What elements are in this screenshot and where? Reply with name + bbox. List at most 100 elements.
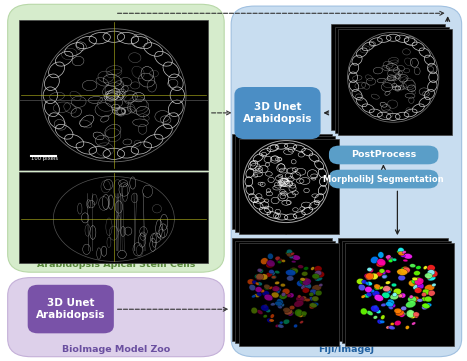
Ellipse shape bbox=[291, 268, 298, 274]
Ellipse shape bbox=[413, 284, 420, 290]
Ellipse shape bbox=[252, 280, 257, 284]
Ellipse shape bbox=[300, 321, 304, 324]
Ellipse shape bbox=[312, 296, 319, 301]
Ellipse shape bbox=[297, 265, 304, 269]
Ellipse shape bbox=[361, 308, 367, 315]
Bar bbox=[331, 24, 446, 130]
Ellipse shape bbox=[278, 324, 282, 327]
Text: Fiji/ImageJ: Fiji/ImageJ bbox=[318, 345, 374, 354]
Ellipse shape bbox=[251, 307, 257, 314]
Ellipse shape bbox=[429, 270, 438, 277]
Ellipse shape bbox=[403, 253, 412, 259]
Ellipse shape bbox=[389, 326, 395, 330]
Ellipse shape bbox=[289, 293, 294, 298]
Ellipse shape bbox=[399, 313, 405, 317]
Ellipse shape bbox=[390, 322, 394, 326]
Ellipse shape bbox=[260, 274, 268, 280]
Ellipse shape bbox=[302, 288, 310, 293]
Ellipse shape bbox=[422, 297, 427, 301]
Ellipse shape bbox=[268, 253, 273, 259]
Ellipse shape bbox=[257, 292, 262, 296]
Ellipse shape bbox=[280, 283, 285, 287]
Ellipse shape bbox=[309, 304, 316, 309]
FancyBboxPatch shape bbox=[231, 6, 462, 357]
Ellipse shape bbox=[409, 280, 417, 287]
Ellipse shape bbox=[310, 289, 317, 295]
Ellipse shape bbox=[262, 291, 269, 296]
Ellipse shape bbox=[311, 303, 319, 306]
Ellipse shape bbox=[297, 295, 301, 298]
Ellipse shape bbox=[288, 312, 293, 316]
Ellipse shape bbox=[389, 257, 394, 262]
Ellipse shape bbox=[428, 290, 435, 296]
Ellipse shape bbox=[287, 276, 294, 281]
Ellipse shape bbox=[256, 274, 264, 280]
Ellipse shape bbox=[300, 296, 307, 301]
Ellipse shape bbox=[282, 260, 285, 262]
Ellipse shape bbox=[371, 305, 379, 312]
Ellipse shape bbox=[366, 292, 372, 297]
Ellipse shape bbox=[312, 296, 318, 300]
Ellipse shape bbox=[370, 273, 378, 280]
Ellipse shape bbox=[270, 314, 274, 318]
Ellipse shape bbox=[272, 286, 280, 292]
Ellipse shape bbox=[296, 296, 304, 302]
Ellipse shape bbox=[267, 260, 275, 267]
Ellipse shape bbox=[423, 289, 430, 295]
Ellipse shape bbox=[276, 290, 280, 293]
Ellipse shape bbox=[414, 271, 420, 275]
Text: 100 pixels: 100 pixels bbox=[31, 156, 58, 161]
Ellipse shape bbox=[304, 267, 309, 270]
Ellipse shape bbox=[388, 259, 393, 262]
Ellipse shape bbox=[424, 303, 427, 306]
Ellipse shape bbox=[379, 286, 383, 290]
Ellipse shape bbox=[309, 297, 314, 301]
Ellipse shape bbox=[282, 288, 290, 295]
Ellipse shape bbox=[427, 276, 436, 281]
Ellipse shape bbox=[264, 285, 270, 290]
Ellipse shape bbox=[382, 275, 387, 279]
Ellipse shape bbox=[405, 326, 410, 329]
Ellipse shape bbox=[305, 283, 311, 289]
Ellipse shape bbox=[297, 280, 305, 287]
Ellipse shape bbox=[415, 278, 424, 285]
Ellipse shape bbox=[398, 251, 404, 256]
Ellipse shape bbox=[378, 252, 384, 258]
Ellipse shape bbox=[255, 294, 260, 297]
Ellipse shape bbox=[376, 272, 383, 277]
Ellipse shape bbox=[423, 266, 427, 270]
Ellipse shape bbox=[387, 258, 392, 261]
Text: PostProcess: PostProcess bbox=[351, 151, 416, 160]
Ellipse shape bbox=[312, 274, 319, 279]
Ellipse shape bbox=[411, 279, 418, 284]
Ellipse shape bbox=[365, 287, 372, 292]
Ellipse shape bbox=[425, 273, 432, 279]
Ellipse shape bbox=[369, 268, 374, 273]
Ellipse shape bbox=[405, 301, 416, 308]
Ellipse shape bbox=[314, 266, 322, 272]
Ellipse shape bbox=[291, 261, 296, 263]
Bar bbox=[232, 238, 332, 340]
Ellipse shape bbox=[421, 292, 426, 297]
Ellipse shape bbox=[269, 286, 273, 290]
Ellipse shape bbox=[271, 292, 279, 298]
Ellipse shape bbox=[391, 283, 396, 287]
Ellipse shape bbox=[365, 282, 369, 285]
Ellipse shape bbox=[401, 267, 407, 274]
Ellipse shape bbox=[398, 275, 405, 281]
Ellipse shape bbox=[412, 277, 418, 281]
Ellipse shape bbox=[400, 293, 406, 298]
Ellipse shape bbox=[389, 303, 394, 307]
FancyBboxPatch shape bbox=[7, 4, 224, 272]
Ellipse shape bbox=[411, 322, 416, 325]
Ellipse shape bbox=[299, 279, 306, 284]
Ellipse shape bbox=[311, 267, 314, 270]
Ellipse shape bbox=[392, 258, 396, 261]
Ellipse shape bbox=[361, 280, 367, 284]
Ellipse shape bbox=[302, 271, 308, 276]
Ellipse shape bbox=[427, 265, 435, 271]
Ellipse shape bbox=[252, 295, 256, 298]
Ellipse shape bbox=[389, 325, 393, 329]
Ellipse shape bbox=[286, 249, 293, 255]
Ellipse shape bbox=[386, 255, 391, 259]
